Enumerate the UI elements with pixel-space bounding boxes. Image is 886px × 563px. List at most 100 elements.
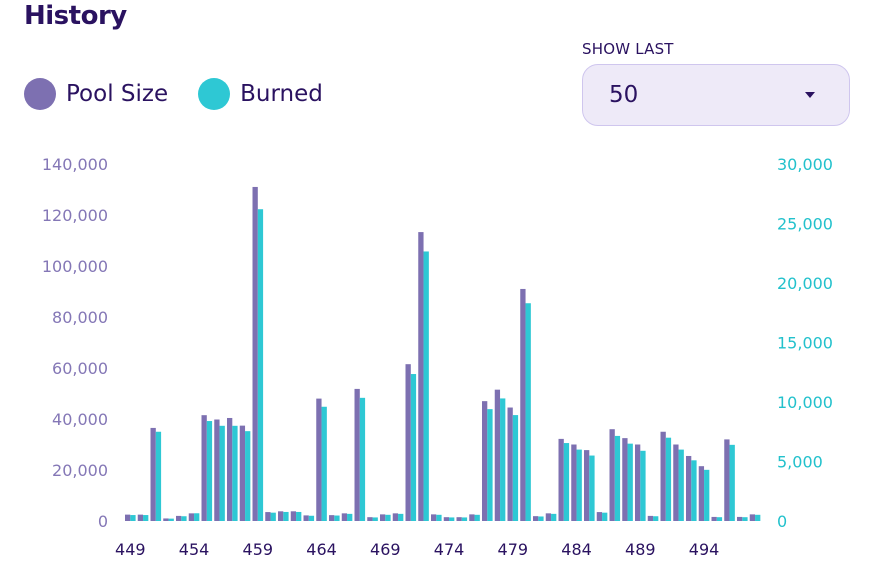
burned-bar — [410, 374, 417, 521]
y-left-tick-label: 100,000 — [42, 257, 108, 276]
pool-size-bar — [265, 512, 271, 521]
legend-item-burned: Burned — [198, 78, 323, 110]
pool-size-bar — [749, 514, 756, 521]
pool-size-bar — [673, 444, 679, 521]
burned-bar — [614, 435, 621, 521]
pool-size-bar — [163, 518, 169, 521]
burned-bar — [398, 513, 404, 521]
pool-size-bar — [469, 514, 475, 521]
burned-bar — [729, 444, 735, 521]
pool-size-bar — [494, 389, 501, 521]
x-tick-label: 474 — [434, 540, 465, 559]
burned-bar — [461, 517, 468, 521]
pool-size-bar — [609, 429, 615, 521]
chart-legend: Pool Size Burned — [24, 78, 353, 110]
legend-label-pool-size: Pool Size — [66, 81, 169, 107]
pool-size-swatch — [24, 78, 56, 110]
burned-bar — [168, 518, 174, 521]
x-tick-label: 449 — [115, 540, 146, 559]
burned-bar — [551, 513, 557, 521]
burned-bar — [474, 514, 480, 521]
burned-bar — [423, 251, 429, 521]
pool-size-bar — [354, 388, 360, 521]
burned-bar — [372, 517, 378, 521]
pool-size-bar — [482, 401, 488, 521]
pool-size-bar — [380, 514, 386, 521]
burned-bar — [308, 515, 315, 521]
burned-bar — [257, 209, 264, 521]
pool-size-bar — [137, 514, 144, 521]
pool-size-bar — [125, 514, 131, 521]
y-left-tick-label: 60,000 — [52, 359, 108, 378]
y-left-tick-label: 0 — [98, 512, 108, 531]
burned-bar — [283, 511, 289, 521]
y-left-tick-label: 120,000 — [42, 206, 108, 225]
pool-size-bar — [520, 288, 526, 521]
pool-size-bar — [596, 512, 603, 521]
x-tick-label: 454 — [179, 540, 210, 559]
pool-size-bar — [252, 186, 258, 521]
y-right-tick-label: 10,000 — [777, 393, 833, 412]
pool-size-bar — [647, 515, 654, 521]
burned-bar — [627, 443, 633, 521]
y-right-tick-label: 25,000 — [777, 215, 833, 234]
y-right-tick-label: 5,000 — [777, 453, 823, 472]
x-tick-label: 484 — [561, 540, 592, 559]
y-left-tick-label: 40,000 — [52, 410, 108, 429]
burned-bar — [155, 431, 162, 521]
x-tick-label: 464 — [306, 540, 337, 559]
pool-size-bar — [507, 407, 513, 521]
pool-size-bar — [686, 455, 692, 521]
pool-size-bar — [456, 517, 462, 521]
pool-size-bar — [737, 516, 743, 521]
pool-size-bar — [431, 514, 437, 521]
burned-bar — [512, 415, 519, 521]
burned-bar — [487, 409, 493, 521]
pool-size-bar — [278, 511, 284, 521]
burned-bar — [347, 513, 353, 521]
pool-size-bar — [316, 398, 322, 521]
y-left-tick-label: 20,000 — [52, 461, 108, 480]
pool-size-bar — [341, 513, 348, 521]
pool-size-bar — [214, 419, 220, 521]
burned-bar — [742, 517, 748, 521]
pool-size-bar — [392, 513, 399, 521]
x-tick-label: 489 — [625, 540, 656, 559]
page-title: History — [24, 1, 127, 31]
x-tick-label: 469 — [370, 540, 401, 559]
pool-size-bar — [239, 425, 246, 521]
legend-label-burned: Burned — [240, 81, 323, 107]
x-tick-label: 479 — [498, 540, 529, 559]
burned-bar — [589, 455, 595, 521]
burned-bar — [755, 514, 761, 521]
pool-size-bar — [711, 516, 717, 521]
burned-bar — [130, 515, 136, 521]
burned-bar — [219, 425, 225, 521]
burned-bar — [716, 517, 723, 521]
legend-item-pool-size: Pool Size — [24, 78, 168, 110]
burned-bar — [678, 449, 684, 521]
burned-bar — [232, 425, 238, 521]
burned-bar — [665, 437, 672, 521]
burned-bar — [691, 460, 697, 521]
pool-size-bar — [584, 450, 590, 521]
y-right-tick-label: 15,000 — [777, 334, 833, 353]
pool-size-bar — [201, 415, 207, 521]
burned-bar — [538, 516, 544, 521]
y-right-tick-label: 20,000 — [777, 274, 833, 293]
pool-size-bar — [290, 511, 297, 521]
burned-bar — [576, 449, 582, 521]
burned-bar — [563, 443, 570, 521]
burned-bar — [321, 406, 327, 521]
pool-size-bar — [533, 516, 539, 521]
burned-bar — [296, 511, 302, 521]
show-last-value: 50 — [609, 82, 639, 108]
burned-bar — [436, 514, 442, 521]
pool-size-bar — [188, 513, 195, 521]
pool-size-bar — [303, 515, 309, 521]
y-right-tick-label: 0 — [777, 512, 787, 531]
pool-size-bar — [545, 513, 552, 521]
pool-size-bar — [418, 232, 424, 521]
burned-bar — [270, 512, 276, 521]
show-last-select[interactable]: 50 — [582, 64, 850, 126]
